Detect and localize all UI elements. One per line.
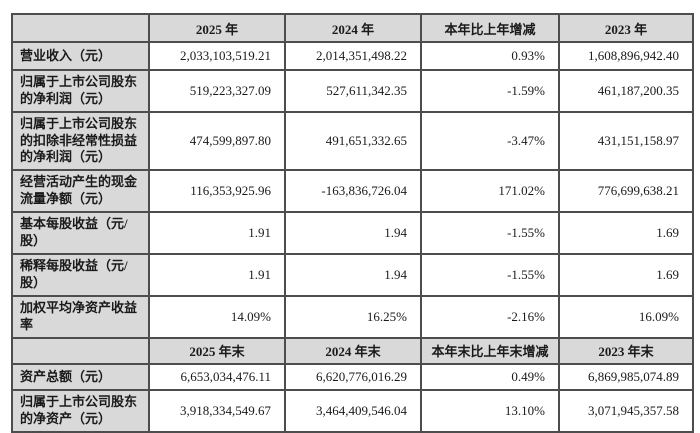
value-cell: 16.25% [284, 294, 422, 339]
table-row-net-profit-excl-nonrecurring: 归属于上市公司股东的扣除非经常性损益的净利润（元） 474,599,897.80… [11, 111, 694, 171]
value-cell: 491,651,332.65 [284, 111, 422, 171]
table-row-operating-cash-flow: 经营活动产生的现金流量净额（元） 116,353,925.96 -163,836… [11, 168, 694, 213]
value-cell: 6,869,985,074.89 [558, 362, 694, 391]
value-cell: 6,620,776,016.29 [284, 362, 422, 391]
value-cell: 0.49% [420, 362, 560, 391]
table-row-basic-eps: 基本每股收益（元/股） 1.91 1.94 -1.55% 1.69 [11, 210, 694, 255]
value-cell: 431,151,158.97 [558, 111, 694, 171]
value-cell: 2,033,103,519.21 [148, 41, 286, 71]
value-cell: 6,653,034,476.11 [148, 362, 286, 391]
value-cell: 519,223,327.09 [148, 69, 286, 113]
period-header-row: 2025 年 2024 年 本年比上年增减 2023 年 [11, 13, 694, 43]
row-label: 稀释每股收益（元/股） [11, 252, 150, 297]
value-cell: -2.16% [420, 294, 560, 339]
value-cell: 3,464,409,546.04 [284, 388, 422, 433]
value-cell: 527,611,342.35 [284, 69, 422, 113]
column-header-yoy-change: 本年比上年增减 [420, 13, 560, 43]
row-label: 资产总额（元） [11, 362, 150, 391]
row-label: 加权平均净资产收益率 [11, 294, 150, 339]
table-row-diluted-eps: 稀释每股收益（元/股） 1.91 1.94 -1.55% 1.69 [11, 252, 694, 297]
value-cell: -163,836,726.04 [284, 168, 422, 213]
value-cell: 1,608,896,942.40 [558, 41, 694, 71]
table-row-revenue: 营业收入（元） 2,033,103,519.21 2,014,351,498.2… [11, 41, 694, 71]
row-label: 归属于上市公司股东的净利润（元） [11, 69, 150, 113]
row-label: 归属于上市公司股东的扣除非经常性损益的净利润（元） [11, 111, 150, 171]
value-cell: 1.91 [148, 252, 286, 297]
row-label: 经营活动产生的现金流量净额（元） [11, 168, 150, 213]
value-cell: 3,918,334,549.67 [148, 388, 286, 433]
value-cell: 461,187,200.35 [558, 69, 694, 113]
column-header-2024-end: 2024 年末 [284, 336, 422, 365]
end-of-period-header-row: 2025 年末 2024 年末 本年末比上年末增减 2023 年末 [11, 336, 694, 365]
column-header-2023-end: 2023 年末 [558, 336, 694, 365]
value-cell: -3.47% [420, 111, 560, 171]
value-cell: -1.55% [420, 210, 560, 255]
corner-header-cell [11, 13, 150, 43]
value-cell: 1.91 [148, 210, 286, 255]
value-cell: 1.69 [558, 210, 694, 255]
table-row-net-profit: 归属于上市公司股东的净利润（元） 519,223,327.09 527,611,… [11, 69, 694, 113]
value-cell: 1.94 [284, 252, 422, 297]
value-cell: 0.93% [420, 41, 560, 71]
value-cell: 14.09% [148, 294, 286, 339]
row-label: 营业收入（元） [11, 41, 150, 71]
value-cell: 776,699,638.21 [558, 168, 694, 213]
financial-report-table-container: 2025 年 2024 年 本年比上年增减 2023 年 营业收入（元） 2,0… [11, 13, 694, 433]
value-cell: -1.55% [420, 252, 560, 297]
value-cell: 3,071,945,357.58 [558, 388, 694, 433]
column-header-2024: 2024 年 [284, 13, 422, 43]
table-row-net-assets: 归属于上市公司股东的净资产（元） 3,918,334,549.67 3,464,… [11, 388, 694, 433]
table-row-total-assets: 资产总额（元） 6,653,034,476.11 6,620,776,016.2… [11, 362, 694, 391]
row-label: 归属于上市公司股东的净资产（元） [11, 388, 150, 433]
row-label: 基本每股收益（元/股） [11, 210, 150, 255]
value-cell: 474,599,897.80 [148, 111, 286, 171]
column-header-2025-end: 2025 年末 [148, 336, 286, 365]
column-header-2025: 2025 年 [148, 13, 286, 43]
table-row-weighted-avg-roe: 加权平均净资产收益率 14.09% 16.25% -2.16% 16.09% [11, 294, 694, 339]
corner-header-cell [11, 336, 150, 365]
value-cell: 116,353,925.96 [148, 168, 286, 213]
value-cell: 2,014,351,498.22 [284, 41, 422, 71]
value-cell: 171.02% [420, 168, 560, 213]
value-cell: 16.09% [558, 294, 694, 339]
value-cell: 1.69 [558, 252, 694, 297]
value-cell: 1.94 [284, 210, 422, 255]
value-cell: -1.59% [420, 69, 560, 113]
column-header-end-yoy-change: 本年末比上年末增减 [420, 336, 560, 365]
financial-summary-table: 2025 年 2024 年 本年比上年增减 2023 年 营业收入（元） 2,0… [11, 13, 694, 433]
value-cell: 13.10% [420, 388, 560, 433]
column-header-2023: 2023 年 [558, 13, 694, 43]
